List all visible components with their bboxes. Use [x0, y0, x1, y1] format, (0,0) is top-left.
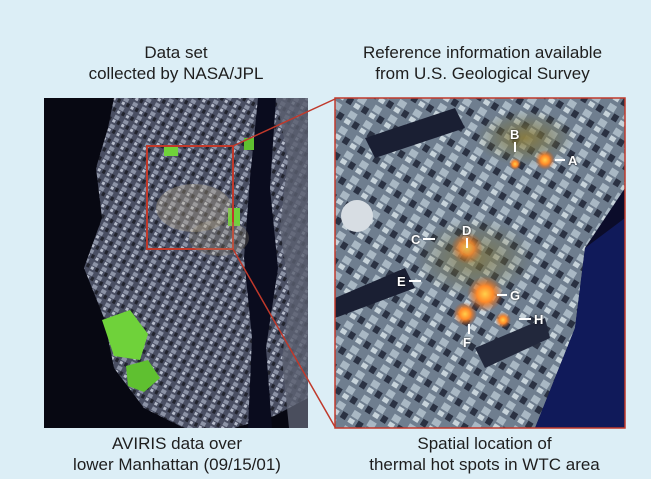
- caption-line: Data set: [144, 43, 208, 62]
- caption-line: AVIRIS data over: [111, 434, 243, 453]
- caption-reference: Reference information available from U.S…: [320, 42, 645, 84]
- hotspot-label-f: F: [463, 335, 471, 350]
- caption-line: collected by NASA/JPL: [88, 64, 264, 83]
- hotspot-label-c: C: [411, 232, 421, 247]
- manhattan-satellite-illustration: [44, 98, 308, 428]
- hotspot-label-g: G: [510, 288, 521, 303]
- aviris-overview-image: [44, 98, 308, 428]
- caption-dataset: Data set collected by NASA/JPL: [44, 42, 308, 84]
- hotspot-label-b: B: [510, 127, 520, 142]
- caption-hotspots: Spatial location of thermal hot spots in…: [318, 433, 651, 475]
- caption-line: Spatial location of: [417, 434, 552, 453]
- caption-line: thermal hot spots in WTC area: [369, 455, 600, 474]
- hotspot-label-d: D: [462, 223, 472, 238]
- hotspot-label-h: H: [534, 312, 544, 327]
- wtc-thermal-zoom-image: A B C D E F G H: [335, 98, 625, 428]
- hotspot-label-a: A: [568, 153, 578, 168]
- caption-line: lower Manhattan (09/15/01): [73, 455, 281, 474]
- caption-aviris: AVIRIS data over lower Manhattan (09/15/…: [30, 433, 324, 475]
- caption-line: from U.S. Geological Survey: [375, 64, 590, 83]
- wtc-zoom-illustration: [335, 98, 625, 428]
- caption-line: Reference information available: [362, 43, 603, 62]
- hotspot-label-e: E: [397, 274, 406, 289]
